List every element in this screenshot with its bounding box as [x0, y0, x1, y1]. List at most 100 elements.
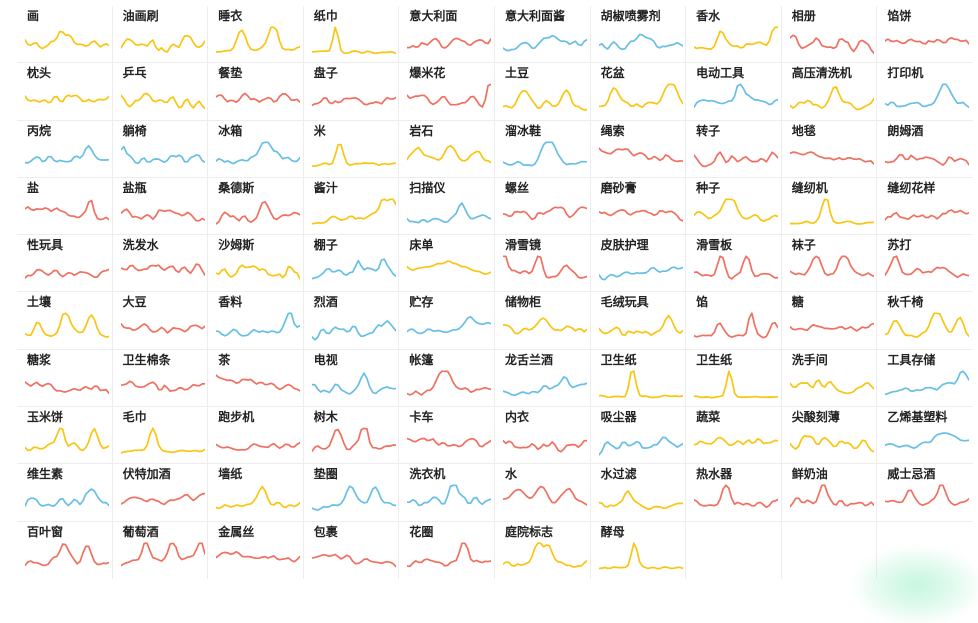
- sparkline-cell[interactable]: 伏特加酒: [112, 464, 209, 522]
- sparkline-cell[interactable]: 意大利面: [399, 6, 495, 64]
- sparkline-cell[interactable]: 贮存: [399, 292, 495, 350]
- sparkline-cell[interactable]: 毛绒玩具: [590, 292, 687, 350]
- sparkline-cell[interactable]: 土豆: [494, 63, 591, 121]
- sparkline-cell[interactable]: 盘子: [303, 63, 400, 121]
- sparkline-cell[interactable]: 棚子: [303, 235, 400, 293]
- sparkline-cell[interactable]: 蔬菜: [686, 407, 782, 465]
- sparkline-cell[interactable]: 乙烯基塑料: [877, 407, 973, 465]
- sparkline-cell[interactable]: 米: [303, 120, 400, 178]
- sparkline-cell[interactable]: 乒乓: [112, 63, 209, 121]
- sparkline-cell[interactable]: 热水器: [686, 464, 782, 522]
- sparkline-chart: [502, 317, 587, 336]
- sparkline-cell[interactable]: 香料: [208, 292, 304, 350]
- sparkline-cell[interactable]: 滑雪板: [686, 235, 782, 293]
- sparkline-cell[interactable]: 打印机: [877, 63, 973, 121]
- sparkline-cell[interactable]: 苏打: [877, 235, 973, 293]
- sparkline-cell[interactable]: 酱汁: [303, 177, 400, 236]
- sparkline-cell[interactable]: 洗发水: [112, 235, 209, 293]
- sparkline-cell[interactable]: 酵母: [591, 521, 687, 579]
- sparkline-cell[interactable]: 卡车: [399, 407, 495, 465]
- sparkline-cell[interactable]: 跑步机: [208, 407, 304, 465]
- sparkline-cell[interactable]: 鲜奶油: [781, 464, 878, 522]
- sparkline-cell[interactable]: 卫生纸: [590, 349, 687, 408]
- sparkline-cell[interactable]: 缝纫花样: [877, 178, 973, 236]
- sparkline-cell[interactable]: 皮肤护理: [590, 235, 687, 293]
- sparkline-cell[interactable]: 烈酒: [303, 292, 400, 350]
- sparkline-cell[interactable]: 包裹: [304, 521, 400, 579]
- sparkline-cell[interactable]: 花圈: [399, 521, 495, 579]
- sparkline-cell[interactable]: 金属丝: [208, 521, 304, 579]
- sparkline-cell[interactable]: 威士忌酒: [877, 464, 973, 522]
- sparkline-cell[interactable]: 毛巾: [112, 407, 209, 465]
- sparkline-cell[interactable]: 馅饼: [877, 6, 973, 64]
- sparkline-cell[interactable]: 躺椅: [112, 120, 209, 178]
- sparkline-cell[interactable]: 冰箱: [208, 120, 304, 178]
- sparkline-cell[interactable]: 内衣: [494, 407, 591, 465]
- sparkline-cell[interactable]: 枕头: [17, 63, 113, 121]
- sparkline-cell[interactable]: 葡萄酒: [113, 521, 209, 579]
- sparkline-cell[interactable]: 油画刷: [112, 6, 209, 64]
- sparkline-cell[interactable]: 滑雪镜: [494, 235, 591, 293]
- sparkline-cell[interactable]: 垫圈: [303, 464, 400, 522]
- sparkline-cell[interactable]: 电视: [303, 349, 400, 408]
- sparkline-cell[interactable]: 洗手间: [781, 349, 878, 408]
- sparkline-cell[interactable]: 卫生纸: [686, 349, 782, 408]
- sparkline-cell[interactable]: 转子: [686, 120, 782, 178]
- sparkline-cell[interactable]: 卫生棉条: [112, 349, 209, 408]
- sparkline-cell[interactable]: 庭院标志: [495, 521, 591, 579]
- sparkline-cell[interactable]: 磨砂膏: [590, 177, 687, 236]
- sparkline-cell[interactable]: 吸尘器: [590, 407, 687, 465]
- sparkline-cell[interactable]: 电动工具: [686, 63, 782, 121]
- sparkline-cell[interactable]: 维生素: [17, 464, 113, 522]
- sparkline-cell[interactable]: 桑德斯: [208, 177, 304, 236]
- sparkline-cell[interactable]: 丙烷: [17, 120, 113, 178]
- sparkline-cell[interactable]: 螺丝: [494, 177, 591, 236]
- sparkline-cell[interactable]: 画: [17, 6, 113, 64]
- sparkline-cell[interactable]: 溜冰鞋: [494, 120, 591, 178]
- sparkline-cell[interactable]: 龙舌兰酒: [494, 349, 591, 408]
- sparkline-cell[interactable]: 纸巾: [303, 6, 400, 64]
- sparkline-cell[interactable]: 相册: [781, 6, 878, 64]
- sparkline-cell[interactable]: 玉米饼: [17, 407, 113, 465]
- sparkline-cell[interactable]: 墙纸: [208, 464, 304, 522]
- sparkline-cell[interactable]: 种子: [686, 177, 782, 236]
- sparkline-cell[interactable]: 袜子: [781, 235, 878, 293]
- sparkline-cell[interactable]: 餐垫: [208, 63, 304, 121]
- sparkline-cell[interactable]: 朗姆酒: [877, 121, 973, 178]
- sparkline-cell[interactable]: 土壤: [17, 292, 113, 350]
- sparkline-cell[interactable]: 花盆: [590, 63, 687, 121]
- sparkline-cell[interactable]: 帐篷: [399, 349, 495, 408]
- sparkline-cell[interactable]: 绳索: [590, 120, 687, 178]
- sparkline-cell[interactable]: 百叶窗: [17, 521, 113, 579]
- sparkline-cell[interactable]: 缝纫机: [781, 177, 878, 236]
- sparkline-cell[interactable]: 储物柜: [494, 292, 591, 350]
- sparkline-cell[interactable]: 树木: [303, 407, 400, 465]
- sparkline-cell[interactable]: 地毯: [781, 120, 878, 178]
- sparkline-cell[interactable]: 香水: [686, 6, 782, 64]
- sparkline-cell[interactable]: 盐: [17, 177, 113, 236]
- sparkline-cell[interactable]: 糖: [781, 292, 878, 350]
- sparkline-cell[interactable]: 盐瓶: [112, 177, 209, 236]
- sparkline-cell[interactable]: 糖浆: [17, 349, 113, 408]
- sparkline-cell[interactable]: 洗衣机: [399, 464, 495, 522]
- sparkline-cell[interactable]: 馅: [686, 292, 782, 350]
- sparkline-cell[interactable]: 胡椒喷雾剂: [590, 6, 687, 64]
- sparkline-cell[interactable]: 水: [494, 464, 591, 522]
- sparkline-cell[interactable]: 高压清洗机: [781, 63, 878, 121]
- sparkline-cell[interactable]: 工具存储: [877, 350, 973, 408]
- sparkline-cell[interactable]: 大豆: [112, 292, 209, 350]
- sparkline-cell[interactable]: 爆米花: [399, 63, 495, 121]
- sparkline-cell[interactable]: 床单: [399, 235, 495, 293]
- sparkline-path: [216, 374, 301, 392]
- sparkline-cell[interactable]: 岩石: [399, 120, 495, 178]
- sparkline-cell[interactable]: 秋千椅: [877, 292, 973, 350]
- sparkline-cell[interactable]: 扫描仪: [399, 177, 495, 236]
- sparkline-cell[interactable]: 茶: [208, 349, 304, 408]
- sparkline-cell[interactable]: 尖酸刻薄: [781, 407, 878, 465]
- sparkline-cell[interactable]: 性玩具: [17, 235, 113, 293]
- sparkline-cell[interactable]: 意大利面酱: [494, 6, 591, 64]
- sparkline-cell[interactable]: 水过滤: [590, 464, 687, 522]
- sparkline-path: [25, 542, 109, 567]
- sparkline-cell[interactable]: 沙姆斯: [208, 235, 304, 293]
- sparkline-cell[interactable]: 睡衣: [208, 6, 304, 64]
